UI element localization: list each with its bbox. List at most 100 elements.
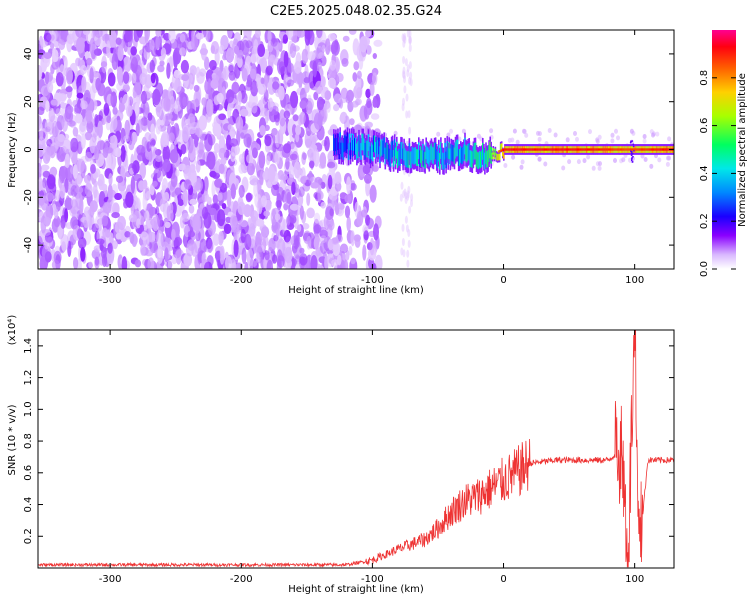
heatmap-cell: [237, 49, 244, 59]
heatmap-cell: [80, 247, 86, 262]
heatmap-cell: [366, 242, 373, 251]
heatmap-cell: [655, 131, 660, 137]
heatmap-cell: [656, 148, 658, 151]
heatmap-cell: [497, 153, 500, 161]
heatmap-cell: [532, 148, 534, 151]
heatmap-cell: [611, 148, 613, 151]
heatmap-cell: [42, 170, 51, 178]
heatmap-cell: [349, 183, 357, 191]
heatmap-cell: [409, 78, 413, 87]
heatmap-cell: [55, 108, 61, 117]
heatmap-cell: [568, 148, 570, 151]
heatmap-cell: [278, 85, 285, 101]
heatmap-cell: [493, 152, 496, 160]
heatmap-cell: [408, 205, 412, 214]
heatmap-cell: [528, 148, 530, 151]
heatmap-cell: [537, 148, 540, 151]
heatmap-cell: [226, 134, 232, 150]
heatmap-cell: [84, 151, 93, 162]
heatmap-cell: [267, 97, 274, 112]
heatmap-cell: [111, 53, 119, 70]
heatmap-cell: [320, 181, 326, 189]
heatmap-cell: [267, 77, 276, 95]
heatmap-cell: [162, 145, 171, 163]
heatmap-cell: [586, 154, 591, 160]
heatmap-cell: [228, 70, 236, 81]
heatmap-cell: [246, 162, 255, 176]
heatmap-cell: [274, 151, 280, 165]
heatmap-cell: [136, 218, 141, 229]
heatmap-cell: [628, 148, 631, 151]
heatmap-cell: [405, 110, 409, 119]
heatmap-cell: [629, 128, 634, 134]
heatmap-cell: [598, 161, 602, 167]
heatmap-cell: [512, 128, 517, 134]
y-tick-label: 0.6: [23, 465, 34, 481]
heatmap-cell: [517, 148, 520, 151]
heatmap-cell: [198, 68, 207, 77]
heatmap-cell: [434, 142, 437, 160]
heatmap-cell: [537, 156, 542, 162]
heatmap-cell: [231, 81, 240, 95]
heatmap-cell: [339, 115, 346, 123]
heatmap-cell: [186, 100, 193, 116]
heatmap-cell: [75, 57, 81, 67]
heatmap-cell: [53, 215, 61, 228]
heatmap-cell: [632, 145, 635, 148]
heatmap-cell: [239, 108, 249, 117]
heatmap-cell: [43, 32, 52, 42]
heatmap-cell: [401, 223, 405, 232]
heatmap-cell: [631, 154, 633, 156]
heatmap-cell: [475, 150, 478, 167]
heatmap-cell: [266, 155, 271, 166]
heatmap-cell: [350, 257, 356, 265]
heatmap-cell: [271, 105, 279, 116]
heatmap-cell: [655, 148, 657, 151]
heatmap-cell: [602, 148, 605, 151]
heatmap-cell: [472, 146, 475, 164]
heatmap-cell: [444, 142, 446, 160]
heatmap-cell: [526, 148, 528, 151]
heatmap-cell: [441, 148, 443, 165]
heatmap-cell: [240, 219, 248, 228]
heatmap-cell: [44, 71, 50, 85]
heatmap-cell: [417, 149, 419, 167]
heatmap-cell: [649, 163, 654, 169]
heatmap-cell: [318, 52, 325, 59]
heatmap-cell: [557, 148, 560, 151]
heatmap-cell: [410, 193, 414, 202]
heatmap-cell: [365, 30, 372, 38]
heatmap-cell: [522, 148, 525, 151]
heatmap-cell: [624, 148, 627, 151]
heatmap-cell: [162, 158, 171, 173]
heatmap-cell: [408, 36, 412, 45]
heatmap-cell: [454, 141, 457, 159]
heatmap-cell: [334, 171, 342, 185]
heatmap-cell: [183, 179, 192, 190]
heatmap-cell: [190, 35, 199, 50]
heatmap-cell: [192, 213, 202, 232]
heatmap-cell: [65, 86, 73, 93]
heatmap-cell: [193, 181, 201, 191]
heatmap-cell: [339, 132, 341, 149]
heatmap-cell: [204, 133, 213, 152]
heatmap-cell: [259, 232, 267, 241]
heatmap-cell: [67, 105, 74, 114]
heatmap-cell: [313, 212, 321, 224]
heatmap-cell: [364, 142, 367, 160]
heatmap-cell: [352, 38, 360, 56]
heatmap-cell: [362, 244, 367, 261]
heatmap-cell: [383, 137, 385, 155]
heatmap-cell: [570, 148, 572, 151]
heatmap-cell: [657, 157, 662, 163]
heatmap-cell: [650, 148, 653, 151]
heatmap-cell: [212, 194, 219, 205]
heatmap-cell: [132, 91, 137, 99]
heatmap-cell: [324, 90, 332, 101]
heatmap-cell: [199, 48, 208, 56]
heatmap-cell: [533, 148, 535, 151]
heatmap-cell: [116, 175, 124, 183]
heatmap-cell: [373, 39, 383, 47]
heatmap-cell: [299, 100, 307, 109]
heatmap-cell: [346, 89, 354, 102]
